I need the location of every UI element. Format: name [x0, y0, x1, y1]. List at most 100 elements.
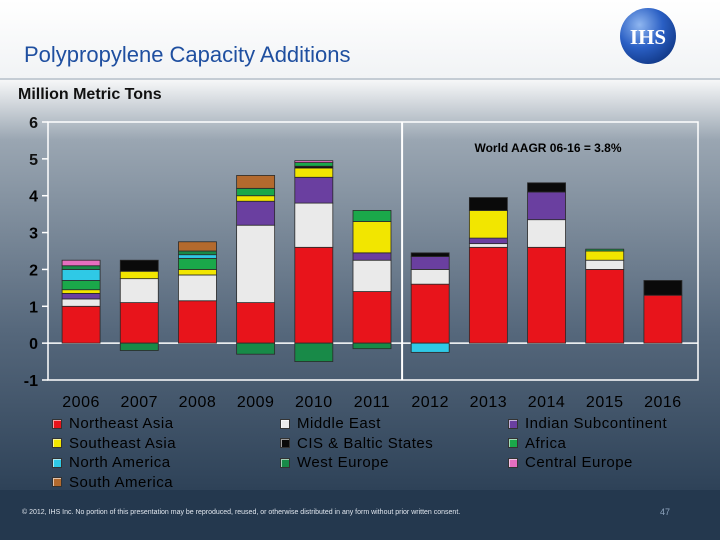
bar-2011-southeast-asia [352, 221, 392, 254]
bar-2011-africa [352, 210, 392, 222]
legend-swatch [280, 457, 290, 468]
legend-column-1: Northeast Asia Southeast Asia North Americ… [52, 414, 176, 492]
legend-swatch [508, 438, 518, 449]
x-tick-label-2016: 2016 [644, 394, 682, 411]
bar-2007-northeast-asia [119, 302, 159, 344]
y-tick-label: 4 [29, 189, 38, 206]
bar-2007-cis-and-baltic-states [119, 259, 159, 272]
y-tick-label: 1 [29, 299, 38, 316]
bar-2009-south-america [236, 175, 276, 189]
x-tick-label-2006: 2006 [62, 394, 100, 411]
legend-label: CIS & Baltic States [297, 434, 434, 452]
bar-2014-indian-subcontinent [527, 191, 566, 221]
legend-label: South America [69, 473, 174, 491]
aagr-annotation: World AAGR 06-16 = 3.8% [474, 141, 621, 155]
bar-2006-north-america [61, 269, 101, 281]
bar-2010-central-europe [294, 160, 334, 163]
bar-2016-northeast-asia [643, 294, 683, 344]
bar-2009-west-europe [236, 342, 276, 355]
bar-2014-cis-and-baltic-states [527, 182, 566, 193]
legend-swatch [280, 438, 290, 449]
bar-2010-middle-east [294, 202, 334, 248]
legend-label: Central Europe [525, 454, 633, 472]
bar-2006-middle-east [61, 298, 101, 307]
bar-2006-indian-subcontinent [61, 292, 101, 300]
x-tick-label-2012: 2012 [411, 394, 449, 411]
y-tick-label: 3 [29, 226, 38, 243]
bar-2011-middle-east [352, 259, 392, 292]
bar-2010-west-europe [294, 342, 334, 362]
bar-2009-africa [236, 187, 276, 197]
copyright-notice: © 2012, IHS Inc. No portion of this pres… [22, 509, 461, 516]
bar-2015-northeast-asia [585, 269, 625, 344]
legend-swatch [280, 418, 290, 429]
y-tick-label: 0 [29, 336, 38, 353]
x-tick-label-2007: 2007 [120, 394, 158, 411]
bar-2008-north-america [178, 254, 217, 259]
bar-2014-northeast-asia [527, 246, 566, 344]
bar-2016-cis-and-baltic-states [643, 280, 683, 296]
bar-2010-northeast-asia [294, 246, 334, 344]
bar-2008-africa [178, 257, 217, 270]
legend-label: Africa [525, 434, 567, 452]
legend-item-north-america: North America [52, 453, 176, 473]
bar-2013-middle-east [468, 243, 508, 248]
legend-item-central-europe: Central Europe [508, 453, 667, 473]
x-tick-label-2010: 2010 [295, 394, 333, 411]
bar-2013-northeast-asia [468, 246, 508, 344]
x-tick-label-2008: 2008 [179, 394, 217, 411]
x-tick-label-2013: 2013 [470, 394, 508, 411]
x-tick-label-2014: 2014 [528, 394, 566, 411]
bar-2015-southeast-asia [585, 250, 625, 261]
bar-2012-indian-subcontinent [410, 256, 450, 270]
bar-2012-north-america [410, 342, 450, 353]
y-tick-label: 5 [29, 152, 38, 169]
bar-2006-africa [61, 280, 101, 291]
bar-2008-southeast-asia [178, 269, 217, 276]
bar-2009-middle-east [236, 224, 276, 303]
legend-item-africa: Africa [508, 434, 667, 454]
legend-swatch [52, 438, 62, 449]
bar-2008-west-europe [178, 250, 217, 256]
bar-2008-northeast-asia [178, 300, 217, 344]
header-band [0, 0, 720, 80]
bar-2008-middle-east [178, 274, 217, 302]
plot-area-frame [47, 121, 699, 381]
bar-2014-middle-east [527, 219, 566, 248]
legend-item-middle-east: Middle East [280, 414, 433, 434]
bar-2007-southeast-asia [119, 270, 159, 280]
footer-band [0, 490, 720, 540]
page-number: 47 [660, 507, 671, 517]
bar-2013-indian-subcontinent [468, 237, 508, 245]
bar-2010-indian-subcontinent [294, 176, 334, 204]
bar-2007-middle-east [119, 278, 159, 303]
legend-swatch [508, 457, 518, 468]
legend-column-2: Middle East CIS & Baltic States West Europ… [280, 414, 433, 473]
legend-item-south-america: South America [52, 473, 176, 493]
legend-label: Middle East [297, 415, 381, 433]
x-tick-label-2015: 2015 [586, 394, 624, 411]
legend-item-southeast-asia: Southeast Asia [52, 434, 176, 454]
legend-item-west-europe: West Europe [280, 453, 433, 473]
legend-swatch [52, 477, 62, 488]
legend-swatch [52, 457, 62, 468]
bar-2011-northeast-asia [352, 291, 392, 344]
bar-2009-northeast-asia [236, 302, 276, 344]
bar-2013-cis-and-baltic-states [468, 197, 508, 211]
legend-column-3: Indian Subcontinent Africa Central Europe [508, 414, 667, 473]
bar-2012-middle-east [410, 269, 450, 285]
bar-2011-indian-subcontinent [352, 252, 392, 261]
bar-2006-central-europe [61, 259, 101, 267]
legend-label: North America [69, 454, 171, 472]
bar-2006-southeast-asia [61, 289, 101, 294]
legend-item-northeast-asia: Northeast Asia [52, 414, 176, 434]
y-tick-label: 2 [29, 262, 38, 279]
legend-label: Northeast Asia [69, 415, 174, 433]
legend-swatch [52, 418, 62, 429]
legend-label: Indian Subcontinent [525, 415, 668, 433]
bar-2015-middle-east [585, 259, 625, 270]
bar-2007-west-europe [119, 342, 159, 351]
y-tick-label: 6 [29, 115, 38, 132]
legend-label: Southeast Asia [69, 434, 177, 452]
slide-title: Polypropylene Capacity Additions [24, 42, 351, 67]
